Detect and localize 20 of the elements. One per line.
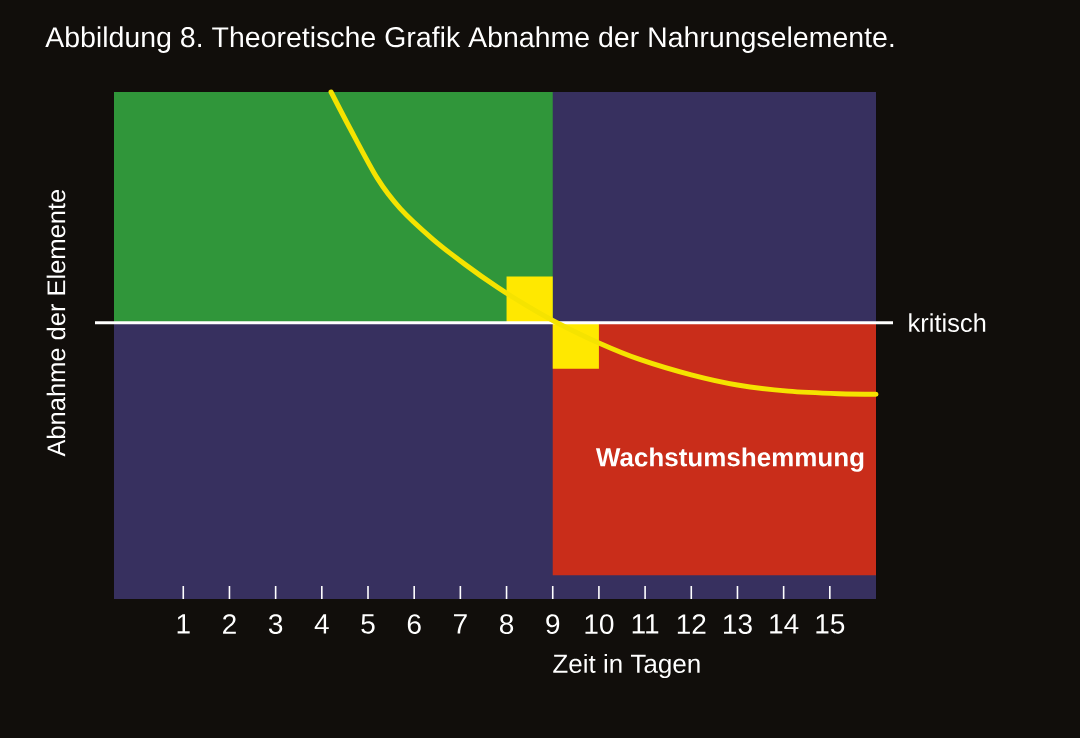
x-tick-label: 14 <box>770 614 799 634</box>
x-tick-label: 2 <box>223 614 236 634</box>
x-tick-label: 13 <box>724 614 752 635</box>
chart-title: Abbildung 8. Theoretische Grafik Abnahme der Nahrungselemente. <box>45 26 894 53</box>
x-tick-label: 8 <box>499 614 514 635</box>
ref-line-label: kritisch <box>909 313 986 333</box>
x-tick-label: 4 <box>314 614 329 634</box>
x-tick-label: 7 <box>454 614 467 634</box>
x-tick-label: 9 <box>546 614 560 635</box>
x-tick-label: 5 <box>361 614 375 634</box>
x-tick-label: 12 <box>677 614 706 634</box>
y-axis-title: Abnahme der Elemente <box>46 189 66 457</box>
annotation: Wachstumshemmung <box>595 447 864 472</box>
x-tick-label: 15 <box>816 614 845 634</box>
x-tick-label: 10 <box>585 614 614 635</box>
x-tick-label: 6 <box>407 614 421 635</box>
x-tick-label: 11 <box>632 614 659 634</box>
x-tick-label: 1 <box>177 614 190 634</box>
x-tick-label: 3 <box>268 614 283 635</box>
x-axis-title: Zeit in Tagen <box>553 653 700 679</box>
